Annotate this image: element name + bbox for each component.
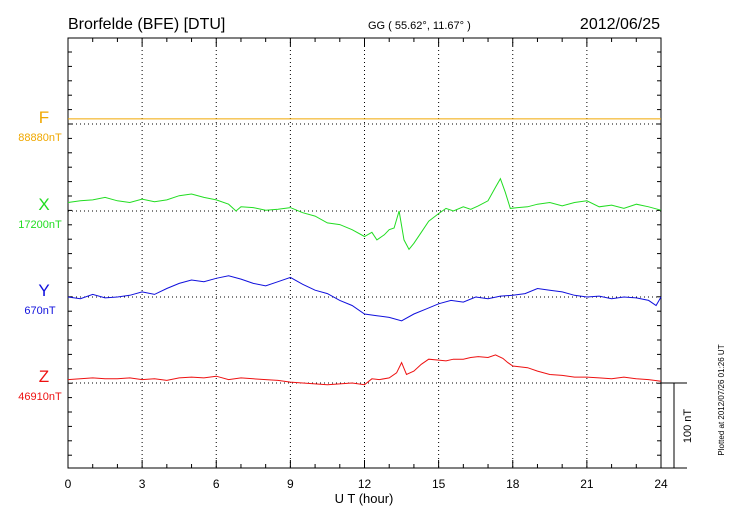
x-axis-tick-labels: 0 3 6 9 12 15 18 21 24 — [65, 477, 668, 491]
grid — [68, 38, 661, 468]
channel-label-x: X — [38, 195, 49, 214]
channel-label-y: Y — [38, 281, 49, 300]
series-line-y — [67, 275, 662, 322]
channel-z: Z 46910nT — [18, 354, 662, 403]
x-tick-label: 12 — [358, 477, 372, 491]
channel-label-z: Z — [39, 367, 49, 386]
plotted-timestamp: Plotted at 2012/07/26 01:26 UT — [717, 344, 726, 455]
axis-ticks — [67, 38, 662, 468]
channel-label-f: F — [39, 108, 49, 127]
scale-bar: 100 nT — [661, 382, 694, 469]
x-tick-label: 21 — [580, 477, 594, 491]
station-title: Brorfelde (BFE) [DTU] — [68, 16, 225, 33]
x-tick-label: 18 — [506, 477, 520, 491]
channel-f: F 88880nT — [18, 108, 661, 144]
station-coordinates: GG ( 55.62°, 11.67° ) — [368, 20, 471, 32]
series-line-z — [67, 354, 662, 386]
scale-bar-label: 100 nT — [682, 409, 694, 444]
x-tick-label: 0 — [65, 477, 72, 491]
channel-baseline-value-y: 670nT — [24, 305, 55, 317]
channel-baseline-value-f: 88880nT — [18, 132, 62, 144]
channel-x: X 17200nT — [18, 177, 662, 251]
x-axis-label: U T (hour) — [335, 491, 394, 506]
channel-baseline-value-x: 17200nT — [18, 219, 62, 231]
channel-y: Y 670nT — [24, 275, 662, 322]
x-tick-label: 6 — [213, 477, 220, 491]
plot-date: 2012/06/25 — [580, 16, 660, 33]
x-tick-label: 9 — [287, 477, 294, 491]
channel-baseline-value-z: 46910nT — [18, 391, 62, 403]
series-line-x — [67, 177, 662, 251]
channel-traces: F 88880nT X 17200nT Y 670nT Z 46910nT — [18, 108, 662, 403]
x-tick-label: 15 — [432, 477, 446, 491]
x-tick-label: 24 — [654, 477, 668, 491]
x-tick-label: 3 — [139, 477, 146, 491]
